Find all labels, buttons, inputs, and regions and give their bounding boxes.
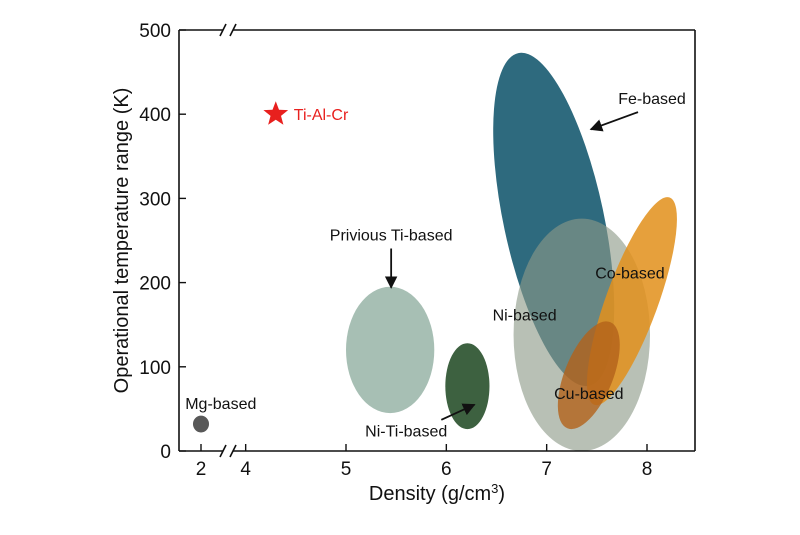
annotation-mg-based: Mg-based bbox=[185, 396, 256, 413]
axis-break-mark bbox=[219, 23, 227, 37]
annotation-fe-based: Fe-based bbox=[618, 91, 686, 108]
region-cu bbox=[557, 321, 620, 430]
star-marker bbox=[263, 101, 289, 125]
y-tick-label: 400 bbox=[139, 105, 171, 126]
y-tick-label: 200 bbox=[139, 274, 171, 295]
axis-break-mark bbox=[219, 444, 227, 458]
x-tick-label: 5 bbox=[341, 459, 352, 480]
x-tick-label: 7 bbox=[541, 459, 552, 480]
y-tick-label: 300 bbox=[139, 189, 171, 210]
region-mg bbox=[192, 415, 210, 433]
annotation-arrow bbox=[589, 111, 639, 132]
axes-layer: 0 100 200 300 400 500 2 4 5 6 7 8 Density (g/cm​3) Op… bbox=[111, 21, 696, 506]
annotation-cu-based: Cu-based bbox=[554, 386, 623, 403]
annotation-ni-based: Ni-based bbox=[493, 307, 557, 324]
annotations-layer: Fe-based Privious Ti-based Co-based Ni-base… bbox=[185, 91, 686, 441]
y-tick-label: 0 bbox=[160, 442, 171, 463]
y-tick-label: 100 bbox=[139, 358, 171, 379]
axis-break-mark bbox=[229, 23, 237, 37]
annotation-co-based: Co-based bbox=[595, 265, 664, 282]
star-marker-label: Ti-Al-Cr bbox=[294, 107, 349, 124]
annotation-ni-ti-based: Ni-Ti-based bbox=[365, 424, 447, 441]
x-axis-title: Density (g/cm​3) bbox=[369, 481, 505, 506]
x-tick-label: 4 bbox=[240, 459, 251, 480]
regions-layer bbox=[192, 52, 677, 451]
y-axis-title: Operational temperature range (K) bbox=[111, 88, 133, 394]
y-tick-label: 500 bbox=[139, 21, 171, 42]
region-niti bbox=[445, 343, 490, 430]
annotation-privious-ti-based: Privious Ti-based bbox=[330, 228, 453, 245]
x-tick-label: 8 bbox=[642, 459, 653, 480]
region-ti bbox=[346, 286, 435, 414]
x-tick-label: 6 bbox=[441, 459, 452, 480]
annotation-arrow bbox=[440, 403, 476, 421]
axis-break-mark bbox=[229, 444, 237, 458]
x-tick-label: 2 bbox=[196, 459, 207, 480]
